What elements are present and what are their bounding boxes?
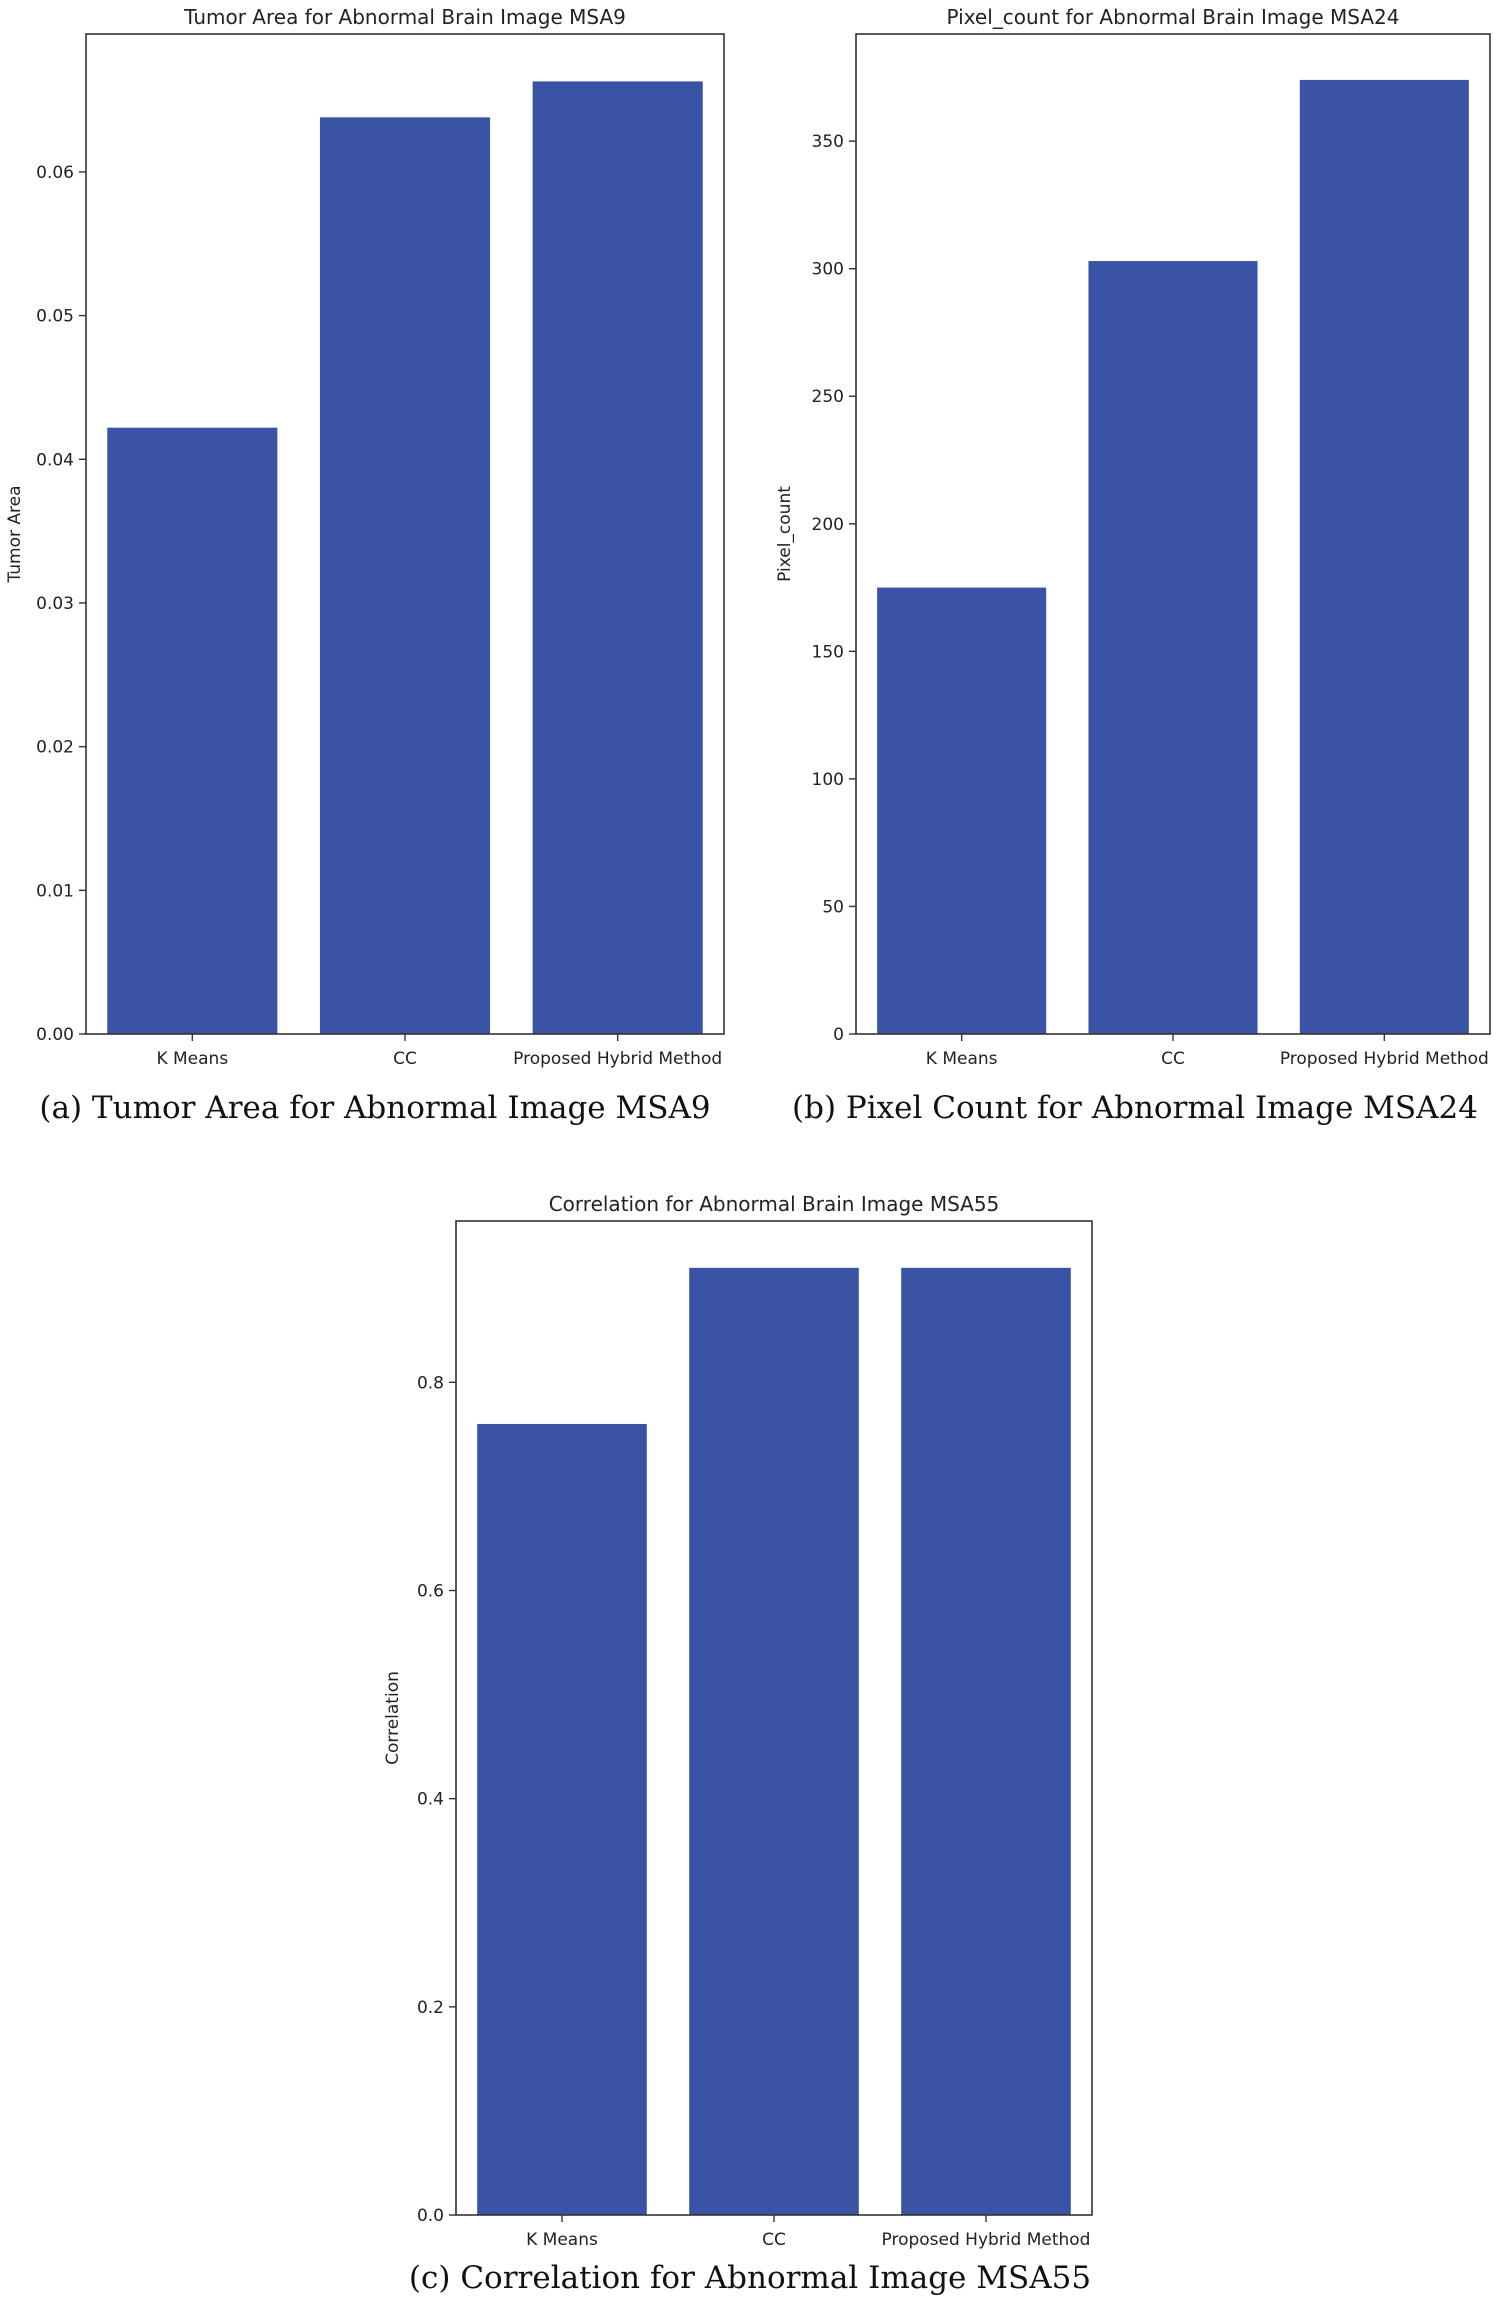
bar-proposed-hybrid-method (532, 81, 703, 1034)
y-tick-label: 50 (822, 897, 844, 917)
chart-panel-c: Correlation for Abnormal Brain Image MSA… (370, 1175, 1130, 2322)
chart-title: Correlation for Abnormal Brain Image MSA… (549, 1192, 1000, 1216)
bar-proposed-hybrid-method (1299, 79, 1469, 1035)
x-tick-label: CC (1161, 1049, 1185, 1069)
bar-cc (689, 1267, 859, 2215)
y-tick-label: 0.02 (36, 738, 74, 758)
y-axis-label: Correlation (383, 1671, 403, 1765)
bar-proposed-hybrid-method (901, 1267, 1071, 2215)
chart-b: Pixel_count for Abnormal Brain Image MSA… (775, 5, 1491, 1069)
bar-k-means (877, 587, 1047, 1034)
caption-a: (a) Tumor Area for Abnormal Image MSA9 (39, 1090, 711, 1126)
y-tick-label: 0.06 (36, 163, 74, 183)
chart-c: Correlation for Abnormal Brain Image MSA… (383, 1192, 1093, 2250)
y-tick-label: 0.04 (36, 450, 74, 470)
x-tick-label: Proposed Hybrid Method (882, 2230, 1091, 2250)
x-tick-label: CC (762, 2230, 786, 2250)
x-tick-label: Proposed Hybrid Method (1280, 1049, 1489, 1069)
chart-title: Tumor Area for Abnormal Brain Image MSA9 (183, 5, 626, 29)
x-tick-label: CC (393, 1049, 417, 1069)
y-tick-label: 0.2 (417, 1998, 444, 2018)
y-tick-label: 0.8 (417, 1373, 444, 1393)
x-tick-label: K Means (526, 2230, 598, 2250)
x-tick-label: Proposed Hybrid Method (513, 1049, 722, 1069)
caption-c: (c) Correlation for Abnormal Image MSA55 (408, 2260, 1092, 2296)
bar-k-means (477, 1423, 647, 2215)
y-tick-label: 0.01 (36, 881, 74, 901)
bar-cc (1088, 261, 1258, 1035)
y-axis-label: Pixel_count (775, 486, 795, 582)
y-tick-label: 0.03 (36, 594, 74, 614)
y-tick-label: 0.6 (417, 1581, 444, 1601)
chart-title: Pixel_count for Abnormal Brain Image MSA… (947, 5, 1400, 29)
y-tick-label: 0.05 (36, 307, 74, 327)
chart-a: Tumor Area for Abnormal Brain Image MSA9… (5, 5, 725, 1069)
caption-b: (b) Pixel Count for Abnormal Image MSA24 (792, 1090, 1478, 1126)
y-tick-label: 200 (812, 515, 844, 535)
x-tick-label: K Means (926, 1049, 998, 1069)
y-axis-label: Tumor Area (5, 485, 25, 583)
y-tick-label: 0.4 (417, 1790, 444, 1810)
y-tick-label: 100 (812, 770, 844, 790)
y-tick-label: 250 (812, 387, 844, 407)
y-tick-label: 0.00 (36, 1025, 74, 1045)
chart-panel-b: Pixel_count for Abnormal Brain Image MSA… (770, 0, 1500, 1150)
bar-k-means (107, 427, 278, 1034)
y-tick-label: 350 (812, 132, 844, 152)
bar-cc (319, 117, 491, 1035)
y-tick-label: 0.0 (417, 2206, 444, 2226)
y-tick-label: 300 (812, 260, 844, 280)
chart-panel-a: Tumor Area for Abnormal Brain Image MSA9… (0, 0, 750, 1150)
y-tick-label: 150 (812, 642, 844, 662)
y-tick-label: 0 (833, 1025, 844, 1045)
x-tick-label: K Means (156, 1049, 228, 1069)
